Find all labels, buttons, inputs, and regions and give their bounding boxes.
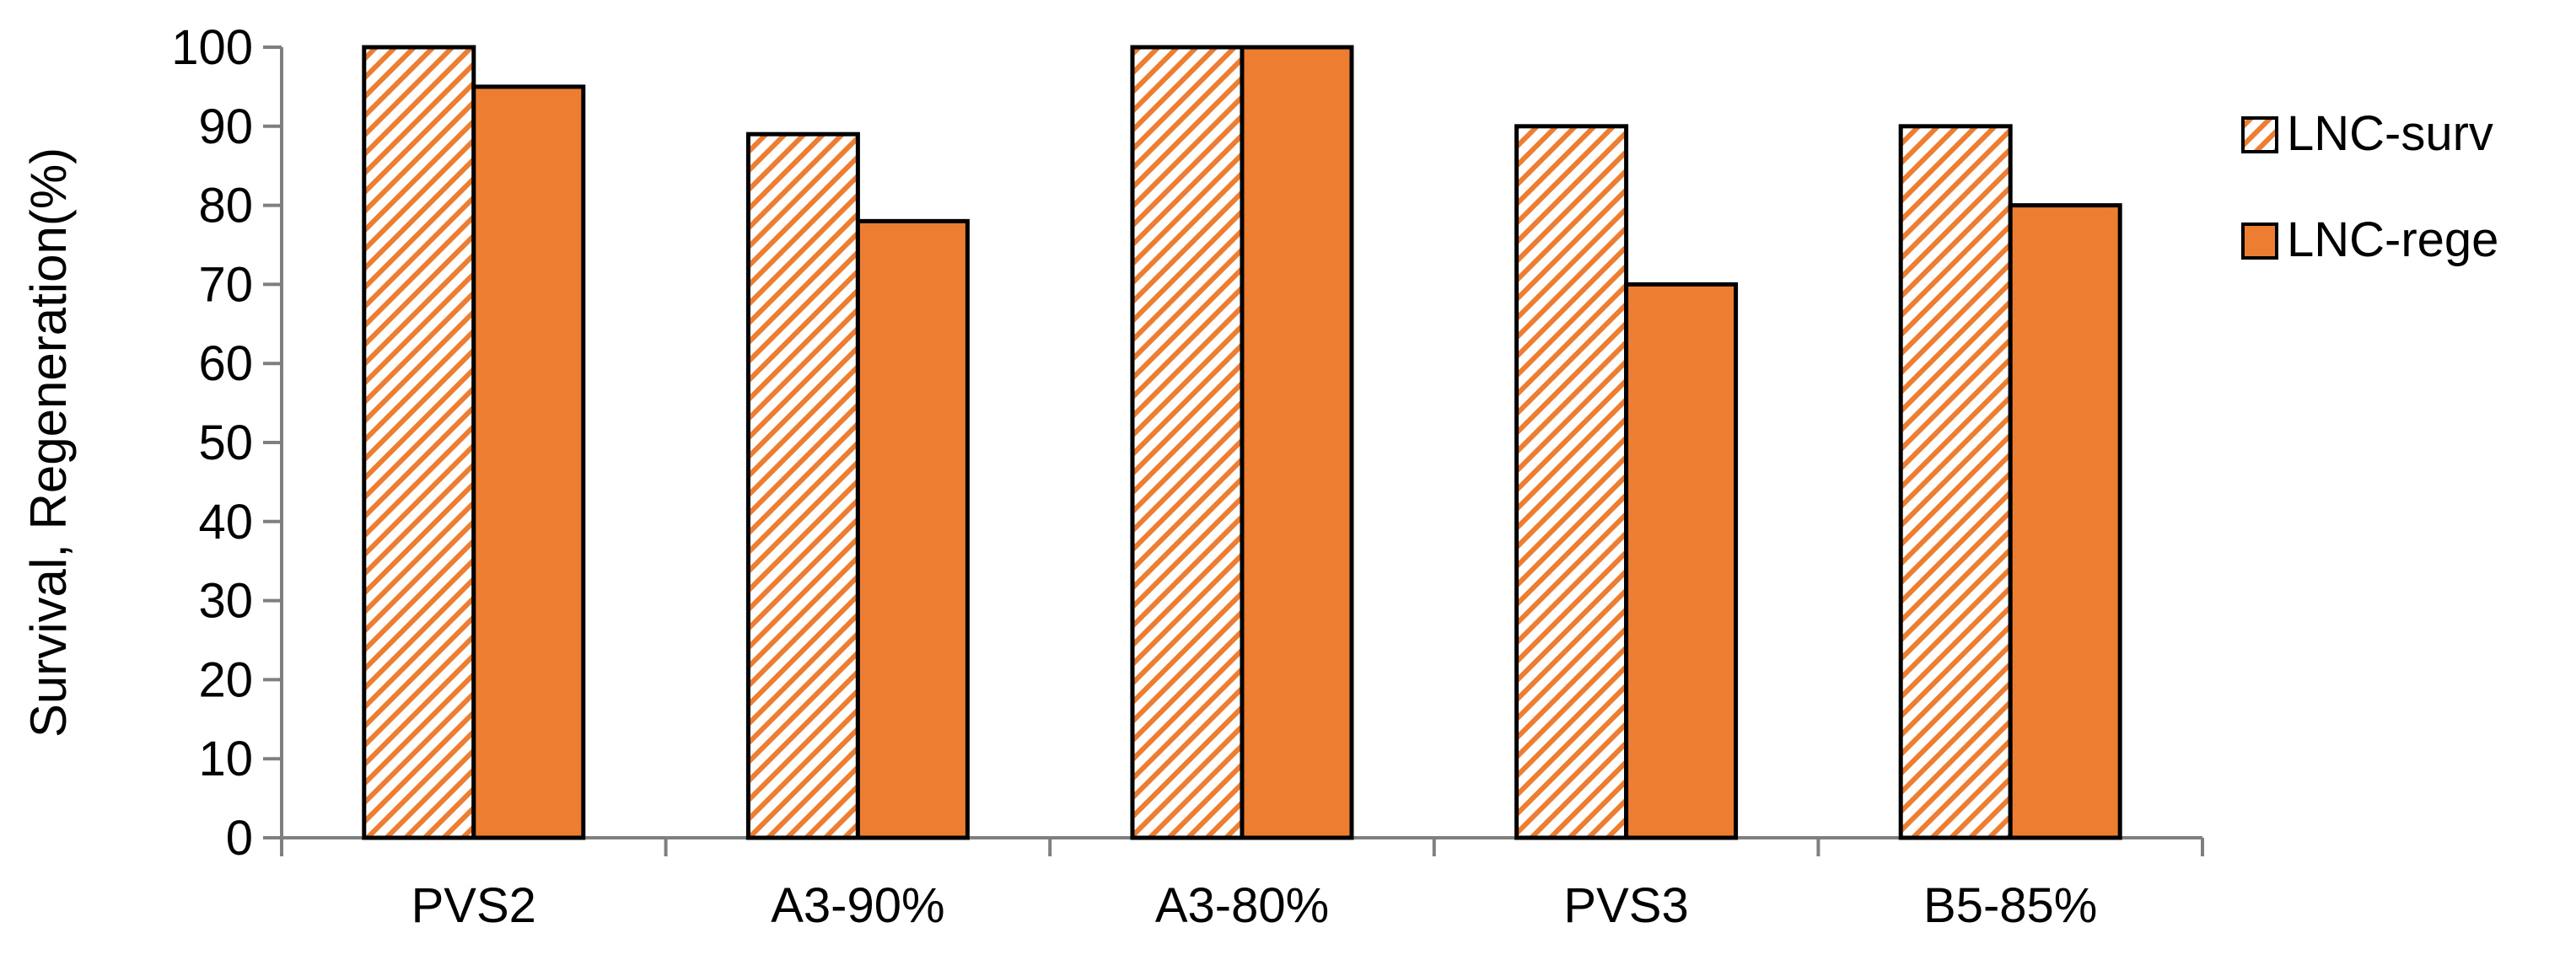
- y-tick-label: 100: [171, 20, 253, 75]
- legend-swatch: [2241, 223, 2278, 260]
- bar-surv: [362, 45, 476, 840]
- legend: LNC-surv LNC-rege: [2241, 106, 2498, 267]
- y-tick-label: 10: [198, 732, 253, 786]
- y-tick-label: 40: [198, 495, 253, 550]
- legend-swatch: [2241, 116, 2278, 153]
- y-axis-title: Survival, Regeneration(%): [20, 147, 77, 737]
- x-tick-label: PVS3: [1563, 878, 1688, 933]
- y-tick-label: 90: [198, 99, 253, 154]
- y-tick-label: 30: [198, 574, 253, 629]
- x-tick-label: B5-85%: [1923, 878, 2097, 933]
- y-tick-label: 60: [198, 336, 253, 391]
- y-tick-label: 70: [198, 257, 253, 312]
- bars: [362, 45, 2122, 840]
- y-tick-label: 20: [198, 652, 253, 707]
- y-tick-label: 80: [198, 179, 253, 233]
- x-tick-label: A3-80%: [1155, 878, 1329, 933]
- bar-surv: [745, 131, 860, 840]
- bar-surv: [1898, 124, 2013, 840]
- y-tick-label: 50: [198, 416, 253, 470]
- bar-surv: [1514, 124, 1629, 840]
- bar-rege: [1624, 282, 1739, 840]
- bar-rege: [855, 218, 970, 840]
- legend-label: LNC-surv: [2287, 106, 2493, 161]
- bar-rege: [1240, 45, 1354, 840]
- x-tick-label: A3-90%: [771, 878, 944, 933]
- y-tick-label: 0: [226, 811, 253, 866]
- bar-rege: [2008, 203, 2122, 840]
- x-tick-label: PVS2: [411, 878, 536, 933]
- bar-surv: [1130, 45, 1245, 840]
- x-axis: PVS2 A3-90% A3-80% PVS3 B5-85%: [280, 836, 2204, 933]
- legend-label: LNC-rege: [2287, 212, 2498, 267]
- y-axis: 0 10 20 30 40 50 60 70 80 90 100: [171, 20, 283, 866]
- bar-rege: [471, 84, 586, 840]
